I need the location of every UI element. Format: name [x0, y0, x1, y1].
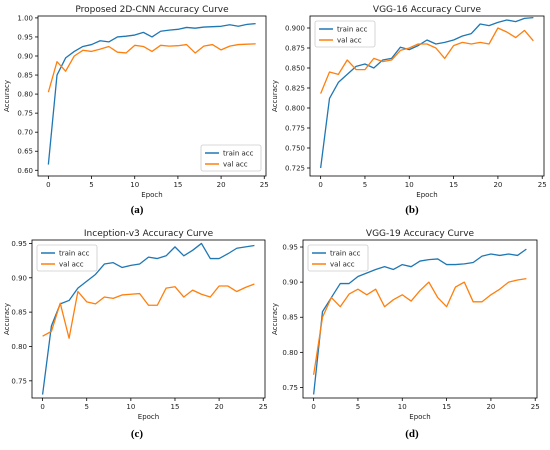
- y-tick-label: 0.65: [17, 148, 33, 156]
- x-tick-label: 25: [538, 181, 547, 189]
- y-tick-label: 0.95: [17, 33, 33, 41]
- x-tick-label: 15: [173, 181, 182, 189]
- y-tick-label: 0.900: [285, 25, 305, 33]
- series-line-train-acc: [47, 22, 256, 165]
- y-tick-label: 0.850: [285, 65, 305, 73]
- x-axis-label: Epoch: [416, 191, 437, 199]
- chart-panel-3: Inception-v3 Accuracy Curve 0.75 0.80 0.85 0…: [3, 229, 268, 440]
- plot-frame: [31, 239, 266, 399]
- y-axis-label: Accuracy: [271, 80, 279, 112]
- x-tick-label: 5: [89, 181, 93, 189]
- x-tick-label: 15: [442, 403, 451, 411]
- y-tick-label: 0.775: [285, 125, 305, 133]
- x-tick-label: 15: [449, 181, 458, 189]
- y-tick-label: 0.875: [285, 45, 305, 53]
- x-tick-label: 5: [84, 403, 88, 411]
- chart-title: Proposed 2D-CNN Accuracy Curve: [75, 5, 229, 15]
- panel-caption: (b): [405, 204, 419, 216]
- x-tick-label: 0: [40, 403, 44, 411]
- y-tick-label: 0.90: [11, 274, 27, 282]
- x-tick-label: 20: [486, 403, 495, 411]
- legend-label: val acc: [59, 261, 84, 269]
- y-tick-label: 0.750: [285, 145, 305, 153]
- chart-panel-1: Proposed 2D-CNN Accuracy Curve 0.60 0.65 0.…: [3, 5, 269, 216]
- chart-panel-2: VGG-16 Accuracy Curve 0.725 0.750 0.775 0.80…: [271, 5, 547, 216]
- y-tick-label: 0.75: [282, 384, 298, 392]
- x-tick-label: 15: [171, 403, 180, 411]
- chart-title: VGG-19 Accuracy Curve: [366, 229, 475, 239]
- legend: train acc val acc: [200, 144, 262, 172]
- legend-label: val acc: [337, 37, 362, 45]
- x-tick-label: 10: [398, 403, 407, 411]
- y-tick-label: 0.90: [282, 279, 298, 287]
- x-axis-label: Epoch: [409, 413, 430, 421]
- x-tick-label: 0: [311, 403, 315, 411]
- chart-title: Inception-v3 Accuracy Curve: [84, 229, 214, 239]
- plot-frame: [309, 15, 545, 177]
- series-line-val-acc: [47, 43, 256, 93]
- x-tick-label: 25: [531, 403, 540, 411]
- y-tick-label: 0.95: [282, 244, 298, 252]
- x-tick-label: 10: [130, 181, 139, 189]
- x-tick-label: 20: [217, 181, 226, 189]
- y-tick-label: 0.725: [285, 165, 305, 173]
- x-axis-label: Epoch: [138, 413, 159, 421]
- legend-label: train acc: [337, 26, 368, 34]
- x-tick-label: 20: [493, 181, 502, 189]
- legend: train acc val acc: [36, 244, 98, 272]
- series-line-val-acc: [312, 277, 527, 375]
- y-tick-label: 0.95: [11, 240, 27, 248]
- x-tick-label: 25: [260, 181, 269, 189]
- series-line-train-acc: [312, 248, 527, 395]
- y-tick-label: 0.80: [17, 91, 33, 99]
- plot-frame: [37, 15, 267, 177]
- x-tick-label: 10: [126, 403, 135, 411]
- series-line-val-acc: [320, 27, 534, 94]
- y-tick-label: 0.80: [282, 349, 298, 357]
- y-tick-label: 0.85: [282, 314, 298, 322]
- chart-panel-4: VGG-19 Accuracy Curve 0.75 0.80 0.85 0.90 0.9…: [271, 229, 540, 440]
- x-tick-label: 0: [318, 181, 322, 189]
- x-tick-label: 5: [363, 181, 367, 189]
- y-tick-label: 0.85: [17, 72, 33, 80]
- y-axis-label: Accuracy: [3, 80, 11, 112]
- legend: train acc val acc: [307, 244, 369, 272]
- y-axis-label: Accuracy: [3, 303, 11, 335]
- plot-frame: [302, 239, 538, 399]
- series-line-train-acc: [41, 242, 255, 395]
- y-tick-label: 0.800: [285, 105, 305, 113]
- x-tick-label: 0: [46, 181, 50, 189]
- y-tick-label: 0.75: [11, 377, 27, 385]
- legend-label: val acc: [223, 161, 248, 169]
- x-tick-label: 20: [215, 403, 224, 411]
- legend-label: train acc: [59, 250, 90, 258]
- x-tick-label: 10: [405, 181, 414, 189]
- series-line-val-acc: [42, 283, 255, 339]
- x-tick-label: 25: [259, 403, 268, 411]
- y-tick-label: 0.85: [11, 309, 27, 317]
- series-line-train-acc: [319, 16, 534, 169]
- y-tick-label: 0.60: [17, 167, 33, 175]
- legend-label: train acc: [330, 250, 361, 258]
- y-tick-label: 1.00: [17, 14, 33, 22]
- legend-label: train acc: [223, 150, 254, 158]
- chart-title: VGG-16 Accuracy Curve: [373, 5, 482, 15]
- y-tick-label: 0.80: [11, 343, 27, 351]
- y-tick-label: 0.75: [17, 110, 33, 118]
- y-tick-label: 0.90: [17, 53, 33, 61]
- panel-caption: (c): [131, 428, 144, 440]
- x-axis-label: Epoch: [141, 191, 162, 199]
- panel-caption: (a): [131, 204, 144, 216]
- y-tick-label: 0.825: [285, 85, 305, 93]
- x-tick-label: 5: [356, 403, 360, 411]
- y-tick-label: 0.70: [17, 129, 33, 137]
- y-axis-label: Accuracy: [271, 303, 279, 335]
- legend: train acc val acc: [314, 20, 376, 48]
- legend-label: val acc: [330, 261, 355, 269]
- panel-caption: (d): [405, 428, 419, 440]
